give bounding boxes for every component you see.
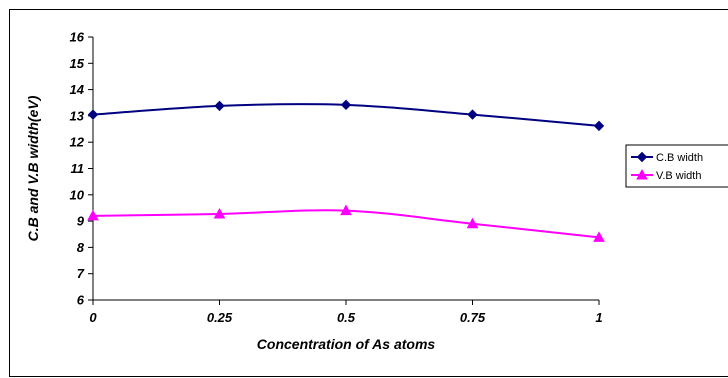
y-tick-label: 14	[70, 82, 85, 97]
legend-v-b-width-label: V.B width	[656, 170, 701, 182]
y-tick-label: 11	[71, 161, 85, 176]
x-tick-label: 1	[595, 310, 602, 325]
x-axis-title: Concentration of As atoms	[257, 336, 436, 352]
legend-c-b-width-marker	[636, 151, 648, 163]
c-b-width-data-point	[340, 99, 352, 111]
v-b-width-data-point	[593, 231, 605, 242]
v-b-width-data-point	[466, 217, 479, 229]
legend-v-b-width-marker	[636, 168, 648, 180]
legend-box	[625, 144, 728, 188]
y-tick-label: 10	[70, 187, 85, 202]
y-axis-title: C.B and V.B width(eV)	[25, 95, 41, 241]
c-b-width-data-point	[87, 109, 99, 120]
x-tick-label: 0.25	[207, 310, 233, 325]
legend-c-b-width-label: C.B width	[656, 152, 703, 164]
x-tick-label: 0.75	[460, 310, 486, 325]
y-tick-label: 16	[70, 30, 85, 45]
v-b-width-data-point	[87, 209, 99, 221]
c-b-width-data-point	[593, 120, 605, 132]
y-tick-label: 8	[77, 240, 85, 255]
line-chart: 6 7 8 9 10 11 12 13 14 15 16 0 0.25 0.5 0.75 1 C.B widt…	[25, 30, 728, 352]
c-b-width-data-point	[467, 109, 478, 120]
v-b-width-data-point	[213, 207, 226, 219]
y-tick-label: 13	[70, 108, 85, 123]
y-tick-label: 9	[77, 214, 85, 229]
x-tick-label: 0	[89, 310, 97, 325]
y-tick-label: 12	[70, 135, 85, 150]
v-b-width-data-point	[340, 204, 352, 216]
y-tick-label: 6	[77, 293, 85, 308]
y-tick-label: 7	[77, 266, 85, 281]
chart-area: 6 7 8 9 10 11 12 13 14 15 16 0 0.25 0.5 0.75 1 C.B widt…	[9, 9, 728, 377]
c-b-width-data-point	[214, 100, 225, 112]
x-tick-label: 0.5	[337, 310, 356, 325]
y-tick-label: 15	[70, 56, 85, 71]
